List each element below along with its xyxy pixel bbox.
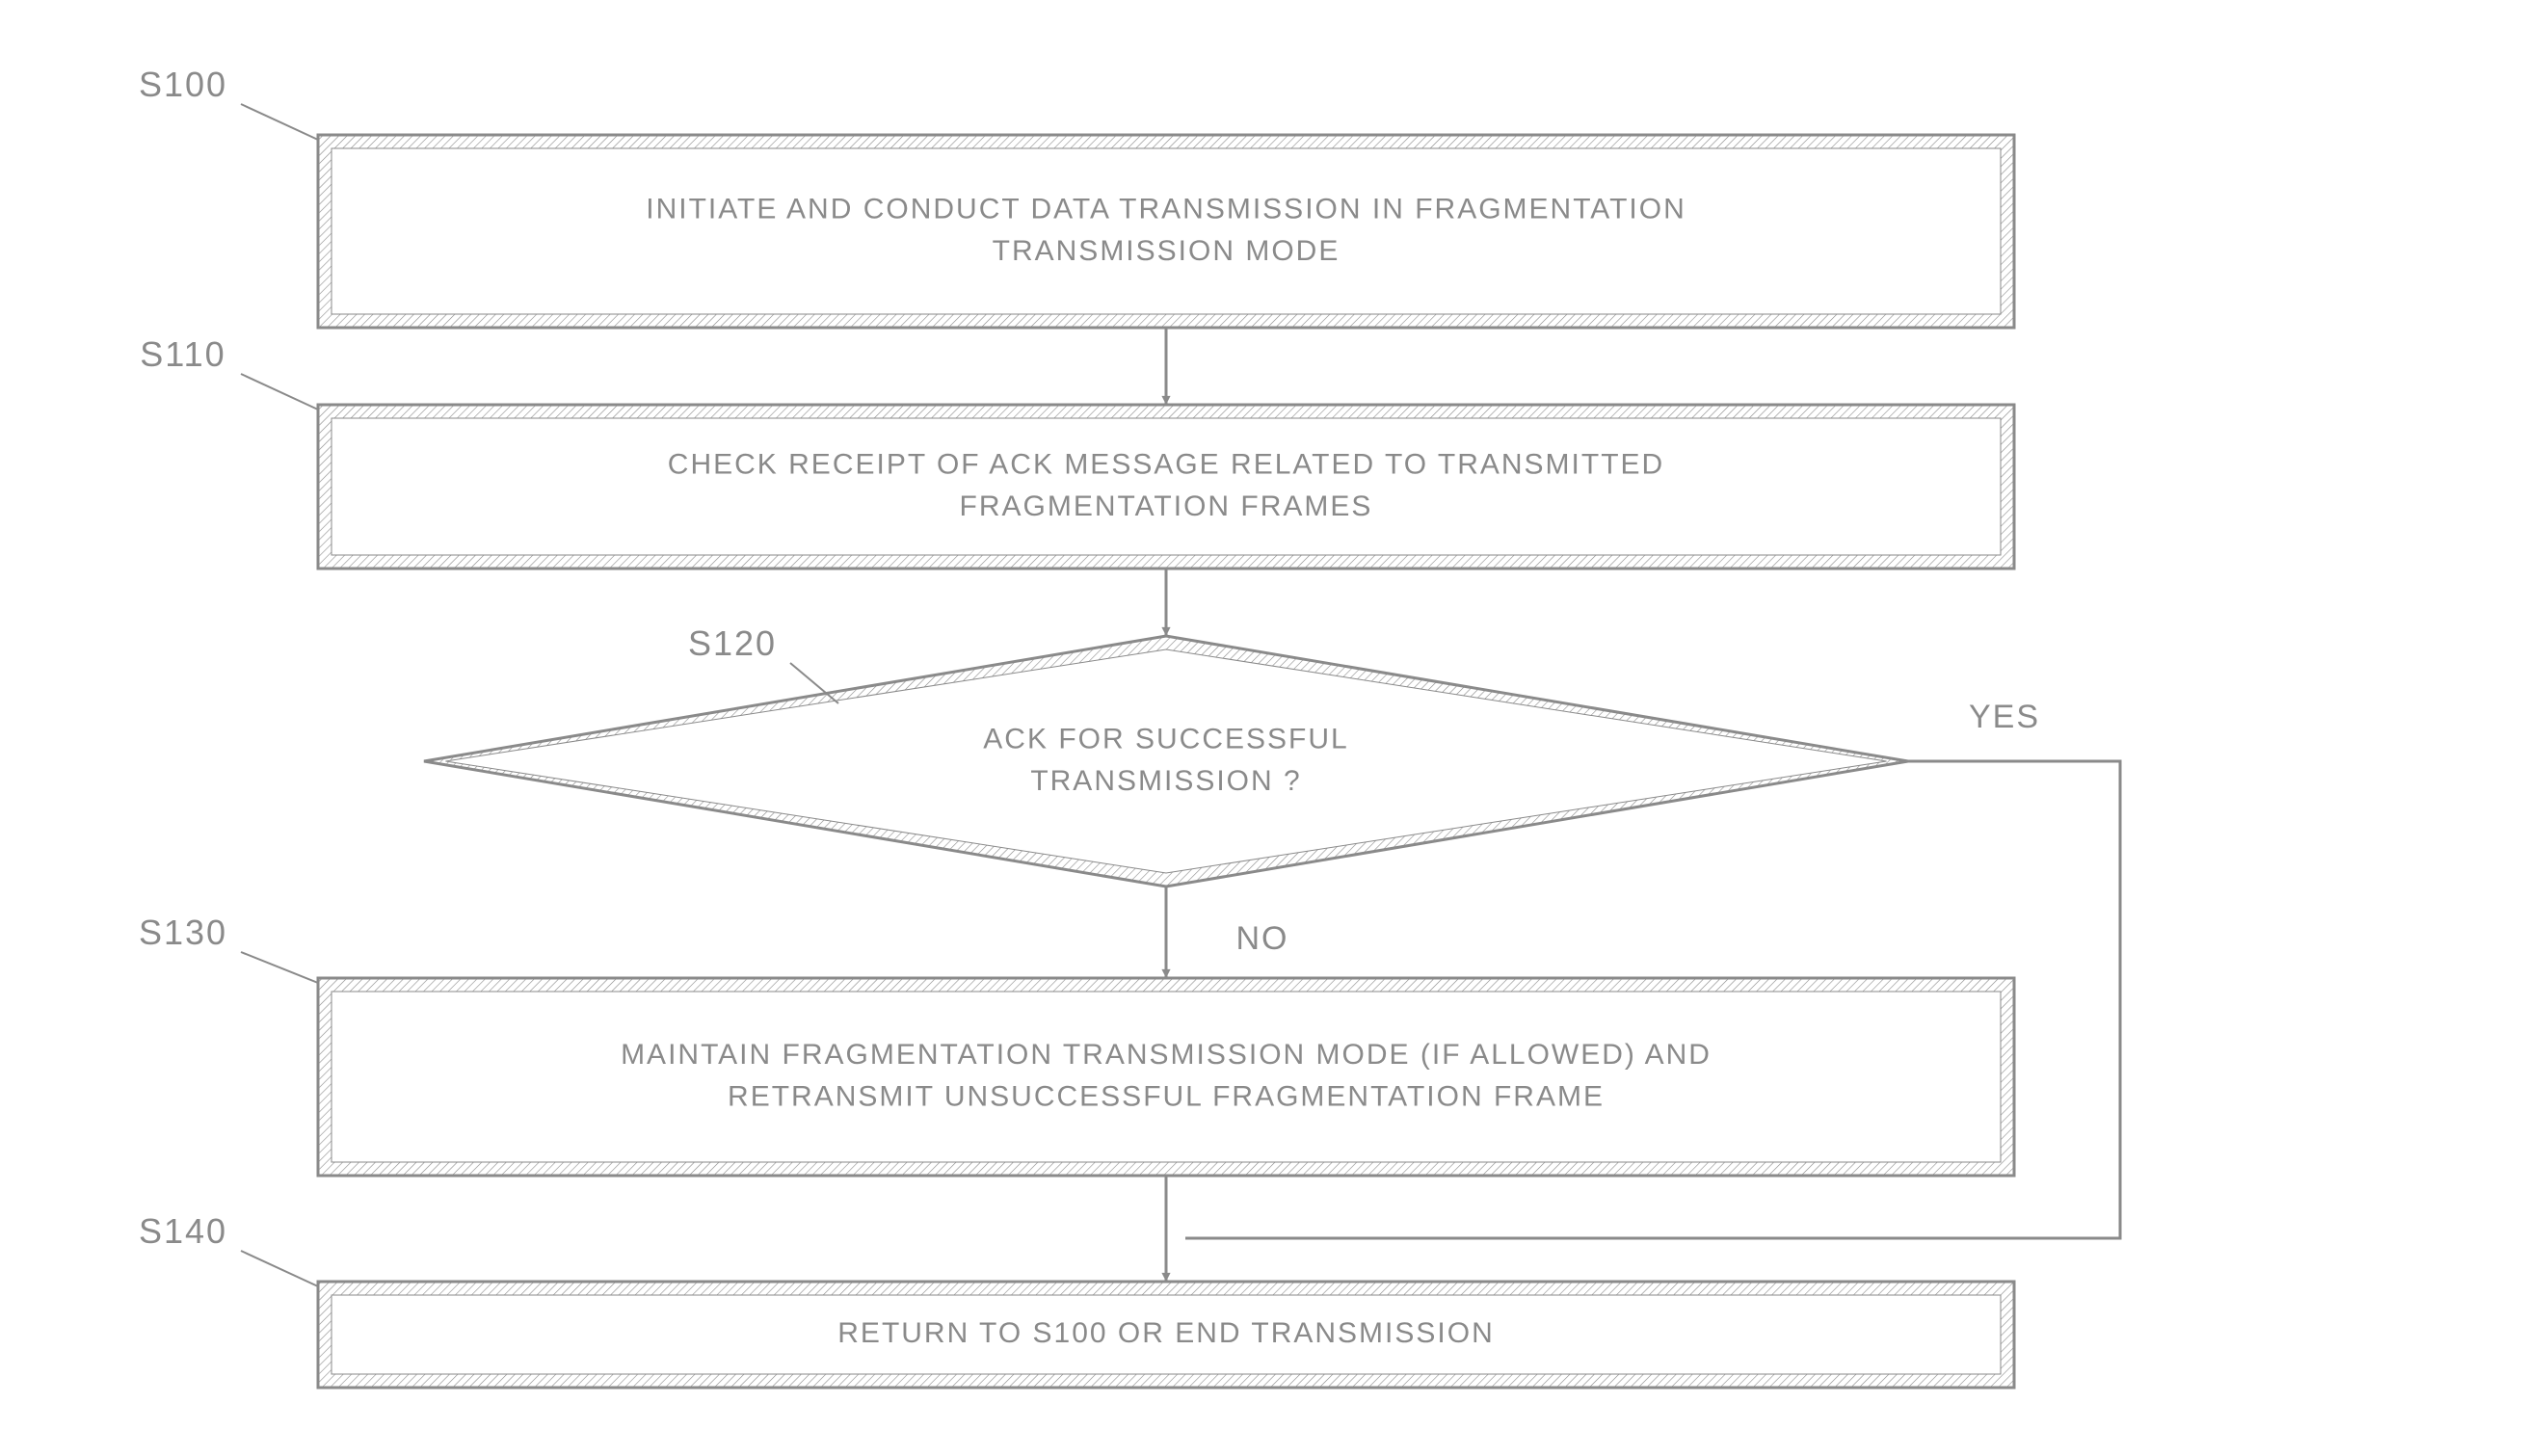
node-s110 (318, 405, 2014, 569)
node-text-s140: RETURN TO S100 OR END TRANSMISSION (837, 1317, 1494, 1349)
step-label-s140: S140 (139, 1211, 227, 1251)
step-label-s110: S110 (140, 334, 226, 374)
flowchart-svg: NOYESINITIATE AND CONDUCT DATA TRANSMISS… (0, 0, 2522, 1456)
step-label-s100: S100 (139, 65, 227, 104)
step-label-s130: S130 (139, 913, 227, 952)
node-s130 (318, 978, 2014, 1176)
edge-label-yes: YES (1969, 699, 2040, 735)
node-s100 (318, 135, 2014, 328)
edge-label-no: NO (1236, 920, 1289, 957)
step-label-s120: S120 (688, 623, 777, 663)
